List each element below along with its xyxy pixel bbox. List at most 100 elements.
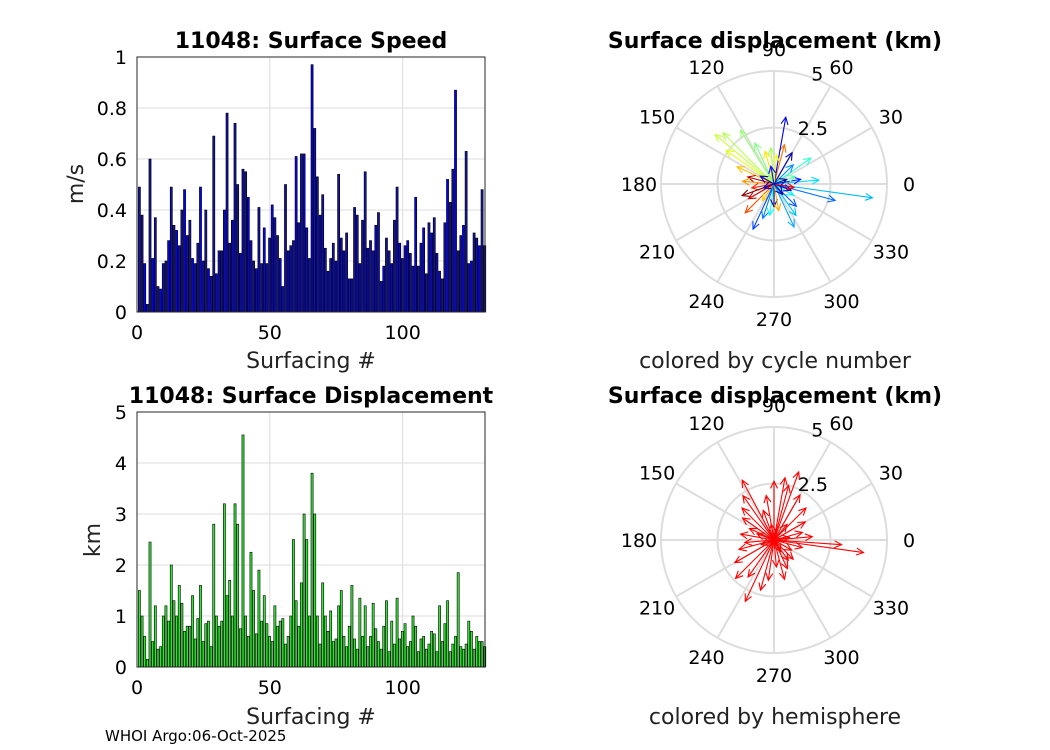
arrow-head <box>788 198 798 208</box>
arrow <box>773 507 807 541</box>
bar <box>470 260 473 313</box>
arrow <box>771 539 780 569</box>
bar <box>177 245 181 313</box>
arrow <box>773 539 787 581</box>
bar <box>406 646 410 668</box>
arrow-shaft <box>773 507 807 541</box>
bar <box>220 620 224 668</box>
arrow-shaft <box>773 539 803 549</box>
arrow-head <box>770 479 778 489</box>
arrow <box>760 538 775 546</box>
bar <box>302 153 306 313</box>
arrow-shaft <box>773 183 780 211</box>
arrow-shaft <box>773 539 786 580</box>
angle-label: 150 <box>639 107 675 129</box>
bar <box>478 245 481 313</box>
bar <box>430 630 433 668</box>
angle-label: 120 <box>688 413 724 435</box>
arrow-head <box>804 533 814 542</box>
angle-label: 60 <box>829 413 853 435</box>
bar <box>334 260 338 313</box>
arrow-head <box>855 547 865 556</box>
arrow <box>773 539 793 551</box>
arrow-shaft <box>773 521 806 541</box>
arrow <box>773 521 807 541</box>
arrow-shaft <box>741 479 775 541</box>
arrow-shaft <box>761 183 775 202</box>
arrow <box>773 493 801 541</box>
bar <box>225 112 229 313</box>
bar <box>305 539 309 668</box>
bar <box>355 648 359 668</box>
angle-label: 90 <box>762 395 786 417</box>
bar <box>446 179 449 313</box>
polar-spoke <box>675 126 775 185</box>
arrow-shaft <box>773 154 778 185</box>
arrow-head <box>768 164 776 175</box>
bar <box>451 168 455 313</box>
bar <box>438 270 441 313</box>
angle-label: 270 <box>756 309 792 331</box>
bar <box>294 156 298 313</box>
bar <box>297 222 301 313</box>
arrow <box>773 115 789 185</box>
arrow-shaft <box>742 180 775 185</box>
bar <box>323 615 327 668</box>
bar <box>249 240 253 313</box>
angle-label: 270 <box>756 665 792 687</box>
bar <box>470 630 473 668</box>
arrow-head <box>785 551 795 561</box>
bar <box>153 605 157 668</box>
bar <box>369 636 372 668</box>
bar <box>472 232 476 313</box>
bar <box>387 651 391 668</box>
bar <box>215 615 218 668</box>
y-tick-label: 0 <box>115 657 127 679</box>
plot-frame <box>136 56 486 313</box>
bar <box>385 237 388 313</box>
bar <box>260 263 263 313</box>
y-tick-label: 1 <box>115 47 127 69</box>
bar <box>454 636 457 668</box>
arrow-shaft <box>747 176 775 185</box>
bar <box>204 209 208 313</box>
arrow <box>762 181 775 190</box>
bar <box>252 260 255 313</box>
angle-label: 180 <box>621 530 657 552</box>
bar <box>350 278 354 313</box>
bar <box>371 602 375 668</box>
polar-spoke <box>773 539 832 639</box>
bar <box>467 620 471 668</box>
arrow <box>755 532 775 541</box>
bar <box>273 217 277 313</box>
bar <box>233 123 237 313</box>
bar <box>326 270 330 313</box>
arrow-head <box>768 523 777 533</box>
bar <box>416 265 420 313</box>
bar <box>175 615 178 668</box>
bar <box>435 651 439 668</box>
bar <box>199 585 202 668</box>
arrow <box>773 183 797 217</box>
arrow <box>773 183 782 212</box>
bar <box>143 263 147 313</box>
bar <box>151 258 155 313</box>
bar <box>191 595 194 668</box>
arrow <box>744 539 775 603</box>
arrow-head <box>747 569 756 579</box>
bar <box>297 625 301 668</box>
arrow-head <box>752 221 760 231</box>
bar <box>172 225 176 313</box>
bar <box>289 245 293 313</box>
arrow-shaft <box>773 536 790 541</box>
bar <box>393 643 396 668</box>
arrow <box>773 470 801 541</box>
arrow <box>773 484 791 541</box>
bar <box>220 250 224 313</box>
bar <box>377 212 380 313</box>
surface-speed-title: 11048: Surface Speed <box>175 29 448 54</box>
bar <box>347 278 351 313</box>
bar <box>403 245 407 313</box>
bar <box>448 202 452 313</box>
surface-displacement-ylabel: km <box>81 523 106 557</box>
